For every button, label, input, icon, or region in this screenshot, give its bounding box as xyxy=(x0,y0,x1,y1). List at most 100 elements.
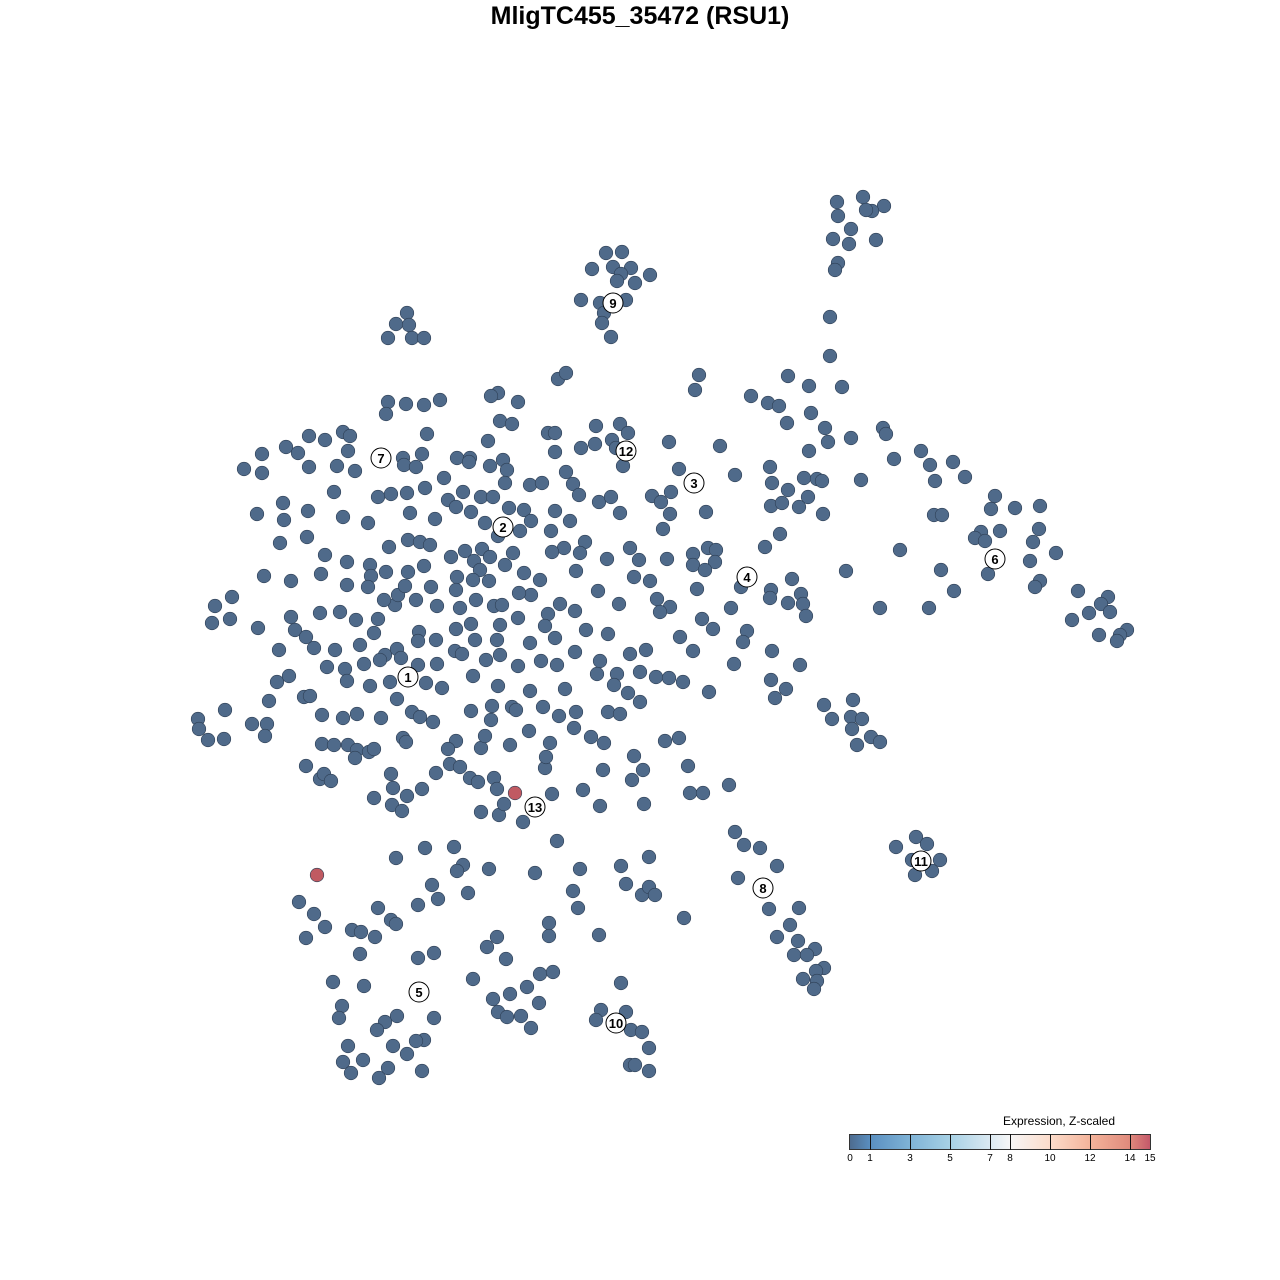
data-point-195 xyxy=(388,850,404,866)
data-point-124 xyxy=(795,596,811,612)
cluster-label-2: 2 xyxy=(492,516,514,538)
cluster-label-circle xyxy=(683,472,705,494)
cluster-label-text: 7 xyxy=(377,451,384,466)
data-point-467 xyxy=(362,678,378,694)
cluster-label-text: 9 xyxy=(609,296,616,311)
data-point-505 xyxy=(632,694,648,710)
cluster-label-text: 2 xyxy=(499,520,506,535)
data-point-98 xyxy=(796,470,812,486)
data-point-416 xyxy=(448,621,464,637)
cluster-label-text: 13 xyxy=(528,800,542,815)
data-point-57 xyxy=(1070,583,1086,599)
data-point-75 xyxy=(853,472,869,488)
data-point-204 xyxy=(460,885,476,901)
data-point-130 xyxy=(735,634,751,650)
data-point-438 xyxy=(489,632,505,648)
data-point-269 xyxy=(510,394,526,410)
data-point-56 xyxy=(1027,579,1043,595)
data-point-190 xyxy=(634,1024,650,1040)
cluster-label-circle xyxy=(752,877,774,899)
data-point-385 xyxy=(505,545,521,561)
data-point-566 xyxy=(507,785,523,801)
data-point-26 xyxy=(594,315,610,331)
data-point-113 xyxy=(708,542,724,558)
data-point-138 xyxy=(767,690,783,706)
data-point-403 xyxy=(468,592,484,608)
data-point-249 xyxy=(380,1060,396,1076)
data-point-161 xyxy=(736,837,752,853)
data-point-104 xyxy=(774,495,790,511)
data-point-492 xyxy=(389,691,405,707)
data-point-526 xyxy=(671,730,687,746)
data-point-96 xyxy=(764,475,780,491)
data-point-167 xyxy=(782,917,798,933)
data-point-323 xyxy=(485,489,501,505)
data-point-13 xyxy=(822,348,838,364)
data-point-372 xyxy=(378,564,394,580)
data-point-21 xyxy=(627,275,643,291)
data-point-469 xyxy=(418,675,434,691)
data-point-227 xyxy=(485,991,501,1007)
data-point-552 xyxy=(538,749,554,765)
data-point-405 xyxy=(494,597,510,613)
data-point-472 xyxy=(490,678,506,694)
data-point-336 xyxy=(360,515,376,531)
data-point-554 xyxy=(544,786,560,802)
data-point-116 xyxy=(697,562,713,578)
data-point-126 xyxy=(723,600,739,616)
data-point-248 xyxy=(343,1065,359,1081)
data-point-251 xyxy=(414,1063,430,1079)
data-point-177 xyxy=(806,981,822,997)
data-point-40 xyxy=(987,488,1003,504)
data-point-127 xyxy=(694,611,710,627)
data-point-464 xyxy=(661,670,677,686)
data-point-41 xyxy=(1007,500,1023,516)
data-point-85 xyxy=(803,405,819,421)
data-point-69 xyxy=(921,600,937,616)
data-point-352 xyxy=(381,539,397,555)
legend-title: Expression, Z-scaled xyxy=(1002,1114,1116,1128)
data-point-61 xyxy=(1102,604,1118,620)
data-point-366 xyxy=(256,568,272,584)
data-point-341 xyxy=(477,515,493,531)
legend-tick-label: 10 xyxy=(1044,1153,1056,1164)
data-point-427 xyxy=(271,642,287,658)
data-point-488 xyxy=(314,707,330,723)
data-point-364 xyxy=(599,551,615,567)
data-point-557 xyxy=(626,748,642,764)
data-point-393 xyxy=(287,622,303,638)
data-point-163 xyxy=(769,858,785,874)
data-point-508 xyxy=(326,737,342,753)
chart-title: MligTC455_35472 (RSU1) xyxy=(490,2,790,30)
data-point-289 xyxy=(290,445,306,461)
data-point-408 xyxy=(540,606,556,622)
data-point-155 xyxy=(626,569,642,585)
data-point-501 xyxy=(551,708,567,724)
data-point-514 xyxy=(398,734,414,750)
data-point-156 xyxy=(631,552,647,568)
data-point-348 xyxy=(272,535,288,551)
data-point-553 xyxy=(575,782,591,798)
data-point-533 xyxy=(383,766,399,782)
data-point-309 xyxy=(461,454,477,470)
cluster-label-text: 10 xyxy=(609,1016,623,1031)
data-point-11 xyxy=(827,262,843,278)
data-point-380 xyxy=(532,572,548,588)
data-point-201 xyxy=(449,863,465,879)
data-point-452 xyxy=(410,657,426,673)
data-point-453 xyxy=(429,656,445,672)
data-point-12 xyxy=(822,309,838,325)
data-point-447 xyxy=(319,659,335,675)
data-point-149 xyxy=(849,737,865,753)
data-point-172 xyxy=(799,947,815,963)
data-point-43 xyxy=(1031,521,1047,537)
data-point-441 xyxy=(567,644,583,660)
data-point-18 xyxy=(584,261,600,277)
data-point-145 xyxy=(854,711,870,727)
data-point-208 xyxy=(388,916,404,932)
data-point-84 xyxy=(771,398,787,414)
data-point-286 xyxy=(342,428,358,444)
cluster-label-12: 12 xyxy=(615,440,637,462)
data-point-5 xyxy=(858,202,874,218)
data-point-565 xyxy=(309,867,325,883)
